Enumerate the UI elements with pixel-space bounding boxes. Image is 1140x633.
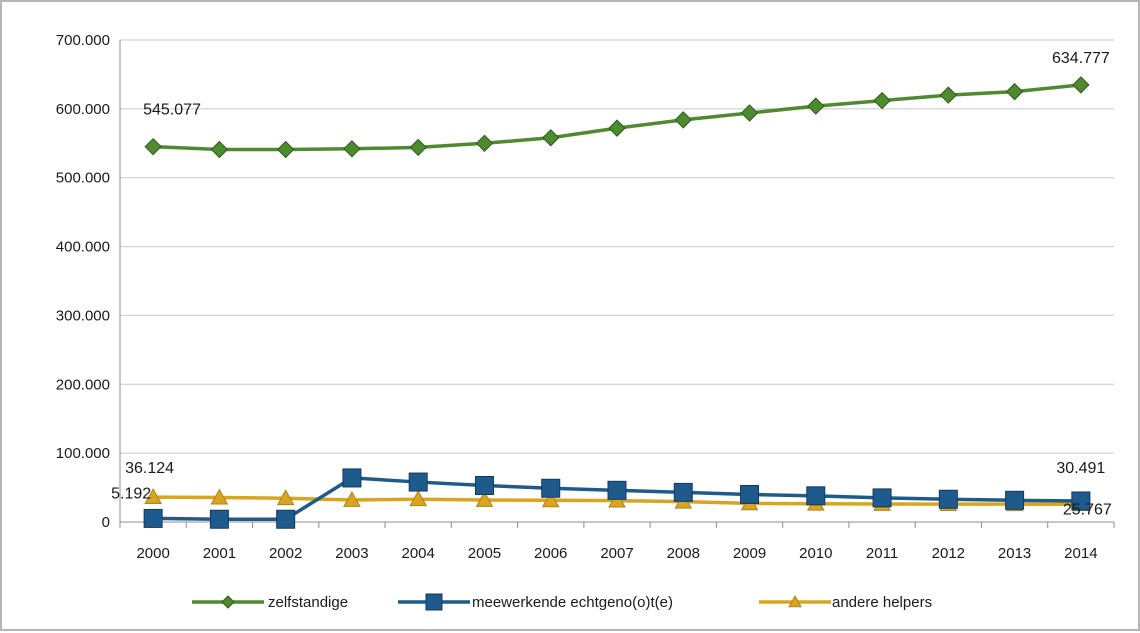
point-marker: [608, 119, 626, 137]
point-marker: [221, 595, 235, 609]
point-marker: [342, 468, 362, 488]
point-marker: [873, 91, 891, 110]
point-marker: [1005, 82, 1024, 101]
y-tick-label: 200.000: [56, 376, 110, 393]
point-marker: [1071, 491, 1091, 511]
x-tick-label: 2000: [136, 545, 169, 562]
legend-label: meewerkende echtgeno(o)t(e): [472, 594, 673, 611]
data-label: 5.192: [111, 485, 151, 502]
x-axis-ticks: 2000 2001 2002 2003 2004 2005 2006 2007 2008 2009…: [119, 522, 1115, 562]
y-tick-label: 0: [102, 514, 110, 531]
point-marker: [144, 488, 162, 505]
point-marker: [674, 111, 692, 129]
legend-item: andere helpers: [759, 594, 932, 611]
point-marker: [607, 480, 627, 500]
y-tick-label: 600.000: [56, 101, 110, 118]
y-tick-label: 700.000: [56, 32, 110, 49]
point-marker: [475, 490, 494, 507]
x-tick-label: 2014: [1064, 545, 1097, 562]
point-marker: [276, 489, 295, 506]
point-marker: [740, 104, 759, 122]
point-marker: [872, 488, 892, 508]
point-marker: [475, 134, 494, 152]
x-tick-label: 2011: [866, 545, 898, 562]
point-marker: [807, 97, 825, 115]
x-tick-label: 2007: [600, 545, 633, 562]
x-tick-label: 2010: [799, 545, 832, 562]
point-marker: [939, 86, 958, 104]
legend-label: zelfstandige: [268, 594, 348, 611]
y-tick-label: 300.000: [56, 307, 110, 324]
gridlines: [120, 39, 1114, 454]
data-label: 36.124: [125, 460, 174, 477]
point-marker: [806, 486, 826, 506]
point-marker: [425, 593, 443, 611]
x-tick-label: 2006: [534, 545, 567, 562]
point-marker: [740, 484, 760, 504]
data-labels: 545.077 634.777 5.192 30.491 36.124 25.767: [111, 50, 1112, 518]
point-marker: [788, 594, 802, 608]
x-tick-label: 2002: [269, 545, 302, 562]
point-marker: [209, 509, 229, 529]
y-tick-label: 400.000: [56, 239, 110, 256]
point-marker: [542, 129, 560, 147]
x-tick-label: 2008: [667, 545, 700, 562]
point-marker: [1072, 76, 1090, 94]
series-square: [143, 468, 1091, 529]
point-marker: [276, 509, 296, 529]
x-tick-label: 2013: [998, 545, 1031, 562]
point-marker: [1005, 490, 1025, 510]
point-marker: [210, 140, 229, 159]
legend-item: zelfstandige: [192, 594, 348, 611]
point-marker: [673, 482, 693, 502]
point-marker: [343, 140, 361, 158]
point-marker: [938, 489, 958, 509]
legend-item: meewerkende echtgeno(o)t(e): [398, 593, 673, 611]
legend-label: andere helpers: [832, 594, 932, 611]
point-marker: [276, 140, 295, 159]
point-marker: [541, 491, 560, 508]
point-marker: [143, 508, 163, 528]
point-marker: [541, 478, 561, 498]
x-tick-label: 2004: [402, 545, 435, 562]
series: [143, 76, 1091, 529]
x-tick-label: 2009: [733, 545, 766, 562]
x-tick-label: 2001: [203, 545, 236, 562]
data-label: 30.491: [1056, 460, 1105, 477]
point-marker: [409, 490, 428, 507]
legend: zelfstandige meewerkende echtgeno(o)t(e) a…: [192, 593, 932, 611]
y-tick-label: 500.000: [56, 170, 110, 187]
data-label: 545.077: [143, 102, 201, 119]
point-marker: [210, 488, 229, 505]
y-tick-label: 100.000: [56, 445, 110, 462]
point-marker: [144, 137, 162, 156]
data-label: 25.767: [1063, 501, 1112, 518]
point-marker: [608, 491, 626, 508]
data-label: 634.777: [1052, 50, 1110, 67]
x-tick-label: 2005: [468, 545, 501, 562]
y-axis-ticks: 0 100.000 200.000 300.000 400.000 500.000 600.…: [56, 32, 110, 531]
point-marker: [409, 138, 427, 157]
point-marker: [408, 472, 428, 492]
point-marker: [474, 476, 494, 496]
point-marker: [343, 490, 361, 507]
x-tick-label: 2003: [335, 545, 368, 562]
series-diamond: [144, 76, 1090, 159]
x-tick-label: 2012: [932, 545, 965, 562]
